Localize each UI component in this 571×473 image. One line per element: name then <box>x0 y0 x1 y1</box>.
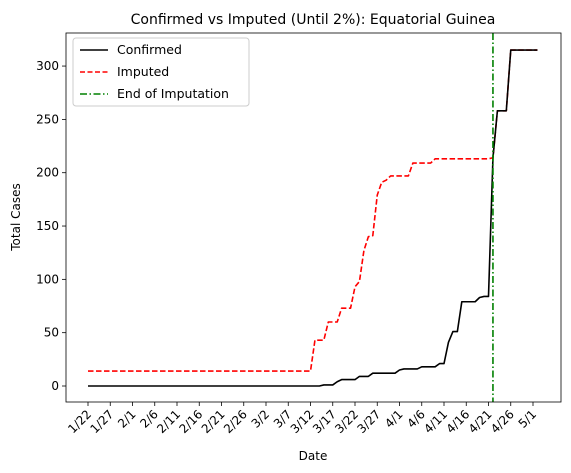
series-line-imputed <box>88 49 538 372</box>
legend: Confirmed Imputed End of Imputation <box>72 37 250 107</box>
y-tick-label: 0 <box>51 379 59 393</box>
y-tick-label: 250 <box>36 112 59 126</box>
series-layer <box>88 33 538 402</box>
y-tick-label: 100 <box>36 272 59 286</box>
legend-box <box>72 37 250 107</box>
plot-frame <box>65 32 562 403</box>
legend-label-confirmed: Confirmed <box>117 42 182 57</box>
y-tick-label: 200 <box>36 166 59 180</box>
y-tick-label: 50 <box>44 326 59 340</box>
legend-label-imputed: Imputed <box>117 64 169 79</box>
x-axis-label: Date <box>299 449 328 463</box>
chart-title: Confirmed vs Imputed (Until 2%): Equator… <box>131 12 496 28</box>
y-tick-label: 300 <box>36 59 59 73</box>
legend-label-end-of-imputation: End of Imputation <box>117 86 229 101</box>
y-axis-label: Total Cases <box>9 183 23 251</box>
y-ticks: 0 50 100 150 200 250 300 <box>36 59 66 393</box>
y-tick-label: 150 <box>36 219 59 233</box>
series-line-confirmed <box>88 49 538 387</box>
